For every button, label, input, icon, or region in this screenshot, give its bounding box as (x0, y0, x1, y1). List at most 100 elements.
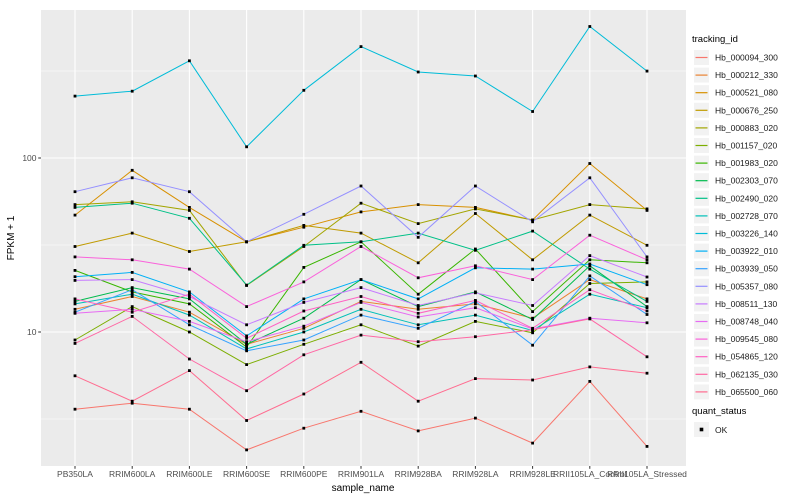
data-point-Hb_065500_060 (645, 371, 649, 375)
data-point-Hb_002303_070 (188, 297, 191, 301)
data-point-Hb_065500_060 (359, 360, 363, 364)
data-point-Hb_009545_080 (531, 278, 534, 281)
data-point-Hb_003922_010 (245, 334, 248, 338)
y-axis-title: FPKM + 1 (6, 215, 17, 260)
data-point-Hb_001983_020 (245, 345, 248, 349)
data-point-Hb_008748_040 (302, 324, 306, 328)
legend-item-Hb_009545_080: Hb_009545_080 (694, 331, 778, 347)
data-point-Hb_005357_080 (474, 184, 477, 188)
legend-label-Hb_001983_020: Hb_001983_020 (715, 158, 778, 168)
data-point-Hb_000676_250 (474, 212, 477, 215)
data-point-Hb_009545_080 (588, 233, 592, 237)
data-point-Hb_000883_020 (188, 209, 191, 212)
axis-ticks (38, 157, 648, 469)
data-point-Hb_000212_330 (130, 295, 134, 298)
x-tick-label-RRIM901LA: RRIM901LA (338, 469, 385, 479)
data-point-Hb_000094_300 (588, 380, 592, 383)
data-point-Hb_008748_040 (416, 315, 420, 319)
data-point-Hb_065500_060 (531, 378, 534, 382)
legend-item-Hb_003939_050: Hb_003939_050 (694, 261, 778, 277)
data-point-Hb_002728_070 (645, 306, 649, 310)
data-point-Hb_062135_030 (645, 355, 649, 359)
data-point-Hb_001157_020 (73, 338, 77, 342)
data-point-Hb_000094_300 (302, 426, 306, 430)
data-point-Hb_002490_020 (302, 243, 306, 247)
data-point-Hb_005357_080 (188, 190, 191, 194)
data-point-Hb_003226_140 (474, 74, 477, 78)
data-point-Hb_054865_120 (416, 311, 420, 315)
data-point-Hb_002303_070 (531, 318, 534, 321)
data-point-Hb_003939_050 (588, 274, 592, 278)
data-point-Hb_003922_010 (302, 297, 306, 301)
data-point-Hb_000521_080 (188, 206, 191, 209)
data-point-Hb_054865_120 (188, 292, 191, 296)
legend-item-Hb_005357_080: Hb_005357_080 (694, 278, 778, 294)
data-point-Hb_008511_130 (359, 286, 363, 289)
data-point-Hb_003226_140 (130, 89, 134, 93)
data-point-Hb_000212_330 (302, 326, 306, 330)
data-point-Hb_000676_250 (73, 245, 77, 248)
data-point-Hb_001157_020 (588, 282, 592, 285)
data-point-Hb_062135_030 (474, 335, 477, 339)
data-point-Hb_000676_250 (302, 224, 306, 227)
data-point-Hb_008511_130 (416, 304, 420, 307)
data-point-Hb_000883_020 (416, 222, 420, 225)
data-point-Hb_001157_020 (245, 363, 248, 366)
data-point-Hb_008511_130 (73, 279, 77, 282)
data-point-Hb_009545_080 (245, 305, 248, 308)
legend-label-Hb_002728_070: Hb_002728_070 (715, 211, 778, 221)
data-point-Hb_000521_080 (130, 168, 134, 172)
data-point-Hb_000521_080 (73, 213, 77, 217)
data-point-Hb_000883_020 (359, 201, 363, 205)
data-point-Hb_000094_300 (73, 407, 77, 411)
data-point-Hb_062135_030 (245, 389, 248, 393)
data-point-Hb_065500_060 (245, 419, 248, 422)
data-point-Hb_002490_020 (188, 216, 191, 220)
legend-item-Hb_003922_010: Hb_003922_010 (694, 243, 778, 259)
data-point-Hb_003922_010 (73, 275, 77, 279)
data-point-Hb_000094_300 (645, 445, 649, 448)
legend-item-Hb_054865_120: Hb_054865_120 (694, 349, 778, 365)
data-point-Hb_005357_080 (588, 176, 592, 180)
data-point-Hb_005357_080 (359, 184, 363, 188)
data-point-Hb_062135_030 (416, 340, 420, 344)
data-point-Hb_005357_080 (130, 176, 134, 180)
legend-quant-title: quant_status (692, 406, 747, 417)
data-point-Hb_008511_130 (302, 301, 306, 304)
data-point-Hb_054865_120 (645, 309, 649, 313)
data-point-Hb_009545_080 (359, 245, 363, 248)
data-point-Hb_003939_050 (416, 326, 420, 330)
legend-quant-ok-label: OK (715, 425, 728, 435)
data-point-Hb_054865_120 (531, 326, 534, 330)
x-tick-label-RRII105LA_Stressed: RRII105LA_Stressed (607, 469, 687, 479)
data-point-Hb_008748_040 (359, 301, 363, 304)
legend: tracking_id Hb_000094_300Hb_000212_330Hb… (692, 34, 778, 437)
data-point-Hb_008511_130 (474, 291, 477, 295)
data-point-Hb_000676_250 (645, 243, 649, 247)
data-point-Hb_008748_040 (188, 320, 191, 323)
data-point-Hb_003226_140 (416, 70, 420, 74)
data-point-Hb_001983_020 (73, 269, 77, 272)
data-point-Hb_062135_030 (531, 328, 534, 332)
data-point-Hb_001157_020 (474, 320, 477, 323)
data-point-Hb_065500_060 (474, 377, 477, 380)
legend-label-Hb_000676_250: Hb_000676_250 (715, 105, 778, 115)
data-point-Hb_054865_120 (474, 299, 477, 302)
data-point-Hb_065500_060 (416, 399, 420, 403)
data-point-Hb_000094_300 (130, 401, 134, 405)
data-point-Hb_002490_020 (474, 248, 477, 252)
legend-label-Hb_003939_050: Hb_003939_050 (715, 264, 778, 274)
data-point-Hb_000212_330 (588, 278, 592, 281)
x-tick-label-RRIM600SE: RRIM600SE (223, 469, 271, 479)
data-point-Hb_008511_130 (130, 278, 134, 281)
data-point-Hb_002728_070 (302, 330, 306, 334)
y-tick-label-10: 10 (27, 327, 37, 337)
data-point-Hb_062135_030 (188, 357, 191, 361)
data-point-Hb_001157_020 (359, 323, 363, 327)
data-point-Hb_005357_080 (531, 220, 534, 224)
data-point-Hb_002728_070 (130, 292, 134, 296)
data-point-Hb_065500_060 (302, 392, 306, 396)
data-point-Hb_054865_120 (302, 309, 306, 313)
data-point-Hb_008748_040 (645, 321, 649, 325)
data-point-Hb_000883_020 (645, 207, 649, 211)
